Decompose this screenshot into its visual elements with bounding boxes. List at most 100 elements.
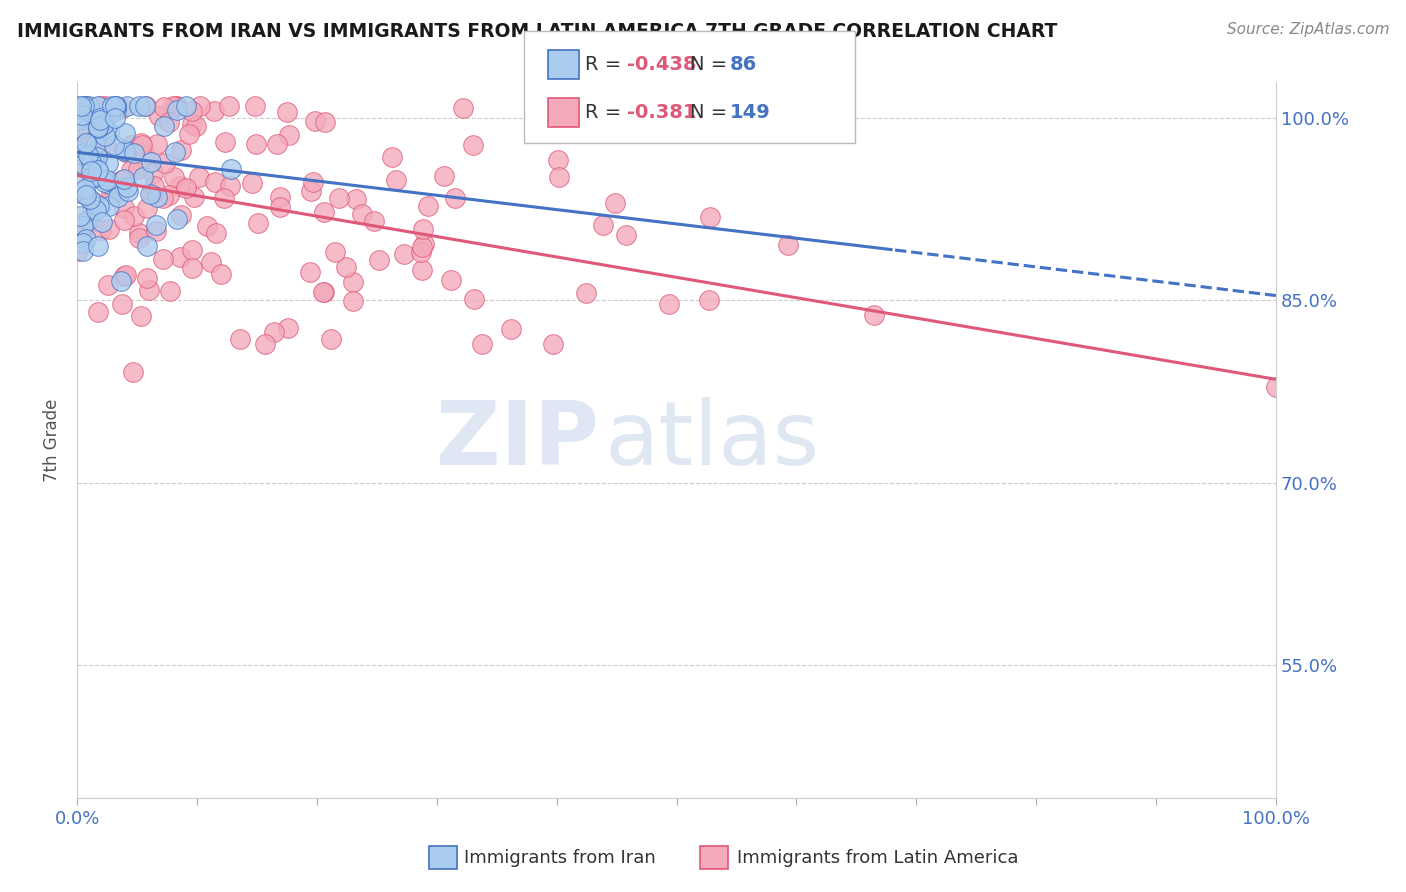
Point [253, 336, 276, 351]
Point [148, 109, 170, 123]
Point [93, 111, 115, 125]
Point [75, 218, 97, 232]
Point [97, 156, 120, 170]
Point [152, 191, 174, 205]
Point [103, 137, 125, 152]
Point [111, 101, 134, 115]
Point [298, 264, 321, 278]
Point [120, 137, 142, 152]
Point [413, 236, 436, 251]
Point [110, 274, 132, 288]
Point [180, 261, 202, 276]
Point [174, 99, 197, 113]
Point [100, 184, 122, 198]
Point [94, 129, 117, 144]
Point [321, 332, 343, 346]
Point [181, 117, 204, 131]
Point [440, 273, 463, 287]
Point [269, 190, 291, 204]
Point [212, 191, 235, 205]
Point [73, 182, 96, 196]
Point [75, 136, 97, 150]
Point [157, 115, 180, 129]
Point [412, 222, 434, 236]
Point [114, 143, 136, 157]
Point [107, 184, 129, 198]
Point [97, 199, 120, 213]
Point [180, 104, 202, 119]
Point [87, 99, 110, 113]
Point [499, 322, 522, 336]
Point [115, 180, 138, 194]
Text: atlas: atlas [605, 397, 820, 483]
Point [165, 99, 187, 113]
Point [136, 239, 159, 253]
Point [240, 176, 263, 190]
Point [411, 245, 433, 260]
Text: 86: 86 [730, 55, 756, 74]
Point [97, 177, 120, 191]
Point [89, 113, 111, 128]
Point [93, 175, 115, 189]
Point [112, 172, 135, 186]
Point [136, 201, 159, 215]
Point [304, 114, 326, 128]
Point [142, 178, 165, 193]
Point [98, 125, 121, 139]
Point [411, 240, 433, 254]
Point [195, 219, 218, 233]
Point [83, 153, 105, 168]
Text: -0.438: -0.438 [627, 55, 696, 74]
Point [86, 162, 108, 177]
Point [392, 247, 415, 261]
Text: Immigrants from Latin America: Immigrants from Latin America [737, 849, 1018, 867]
Point [145, 223, 167, 237]
Point [146, 136, 169, 151]
Point [418, 199, 440, 213]
Point [129, 136, 152, 151]
Point [66, 244, 89, 258]
Point [114, 145, 136, 160]
Point [166, 211, 188, 226]
Point [152, 252, 174, 267]
Point [72, 244, 94, 259]
Point [75, 187, 97, 202]
Point [112, 145, 135, 159]
Point [134, 148, 156, 162]
Point [105, 99, 128, 113]
Point [614, 228, 637, 243]
Point [73, 99, 96, 113]
Point [145, 190, 167, 204]
Point [69, 120, 91, 135]
Text: Source: ZipAtlas.com: Source: ZipAtlas.com [1226, 22, 1389, 37]
Point [89, 99, 111, 113]
Point [128, 99, 150, 113]
Point [575, 286, 598, 301]
Point [86, 120, 108, 135]
Point [166, 99, 188, 113]
Point [72, 156, 94, 170]
Point [97, 222, 120, 236]
Point [93, 99, 115, 113]
Point [181, 244, 204, 258]
Point [342, 275, 364, 289]
Point [204, 175, 226, 189]
Point [138, 283, 160, 297]
Point [699, 293, 721, 307]
Point [80, 169, 103, 184]
Point [471, 337, 494, 351]
Point [66, 99, 89, 113]
Point [128, 231, 150, 245]
Point [141, 186, 163, 201]
Point [112, 212, 135, 227]
Point [658, 297, 681, 311]
Point [111, 180, 134, 194]
Point [363, 214, 385, 228]
Point [183, 190, 205, 204]
Point [323, 244, 346, 259]
Point [229, 332, 252, 346]
Point [70, 99, 93, 113]
Point [342, 294, 364, 309]
Point [153, 156, 176, 170]
Point [170, 208, 193, 222]
